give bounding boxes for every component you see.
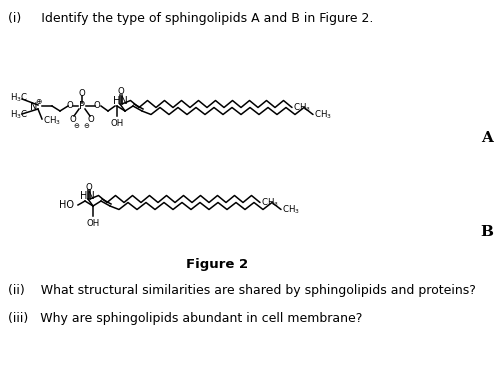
Text: O: O	[88, 115, 95, 125]
Text: HO: HO	[59, 200, 74, 210]
Text: N: N	[30, 102, 38, 112]
Text: O: O	[86, 183, 92, 191]
Text: $\ominus$: $\ominus$	[83, 121, 91, 129]
Text: OH: OH	[86, 219, 100, 228]
Text: O: O	[79, 89, 85, 98]
Text: O: O	[70, 115, 76, 125]
Text: O: O	[118, 88, 124, 96]
Text: P: P	[79, 101, 85, 111]
Text: $\oplus$: $\oplus$	[35, 98, 43, 106]
Text: O: O	[67, 102, 73, 111]
Text: $\mathsf{H_3C}$: $\mathsf{H_3C}$	[10, 109, 28, 121]
Text: $\mathsf{CH_3}$: $\mathsf{CH_3}$	[282, 203, 300, 216]
Text: HN: HN	[80, 191, 95, 201]
Text: $\mathsf{CH_3}$: $\mathsf{CH_3}$	[43, 115, 61, 127]
Text: $\mathsf{CH_3}$: $\mathsf{CH_3}$	[293, 101, 311, 114]
Text: A: A	[481, 131, 493, 145]
Text: HN: HN	[113, 96, 128, 106]
Text: $\ominus$: $\ominus$	[73, 121, 81, 129]
Text: O: O	[94, 102, 101, 111]
Text: $\mathsf{H_3C}$: $\mathsf{H_3C}$	[10, 92, 28, 104]
Text: Figure 2: Figure 2	[186, 258, 248, 271]
Text: OH: OH	[111, 119, 124, 128]
Text: (i)     Identify the type of sphingolipids A and B in Figure 2.: (i) Identify the type of sphingolipids A…	[8, 12, 374, 25]
Text: (iii)   Why are sphingolipids abundant in cell membrane?: (iii) Why are sphingolipids abundant in …	[8, 312, 363, 325]
Text: $\mathsf{CH_3}$: $\mathsf{CH_3}$	[261, 196, 279, 209]
Text: (ii)    What structural similarities are shared by sphingolipids and proteins?: (ii) What structural similarities are sh…	[8, 284, 476, 297]
Text: $\mathsf{CH_3}$: $\mathsf{CH_3}$	[314, 108, 332, 121]
Text: B: B	[481, 225, 494, 239]
